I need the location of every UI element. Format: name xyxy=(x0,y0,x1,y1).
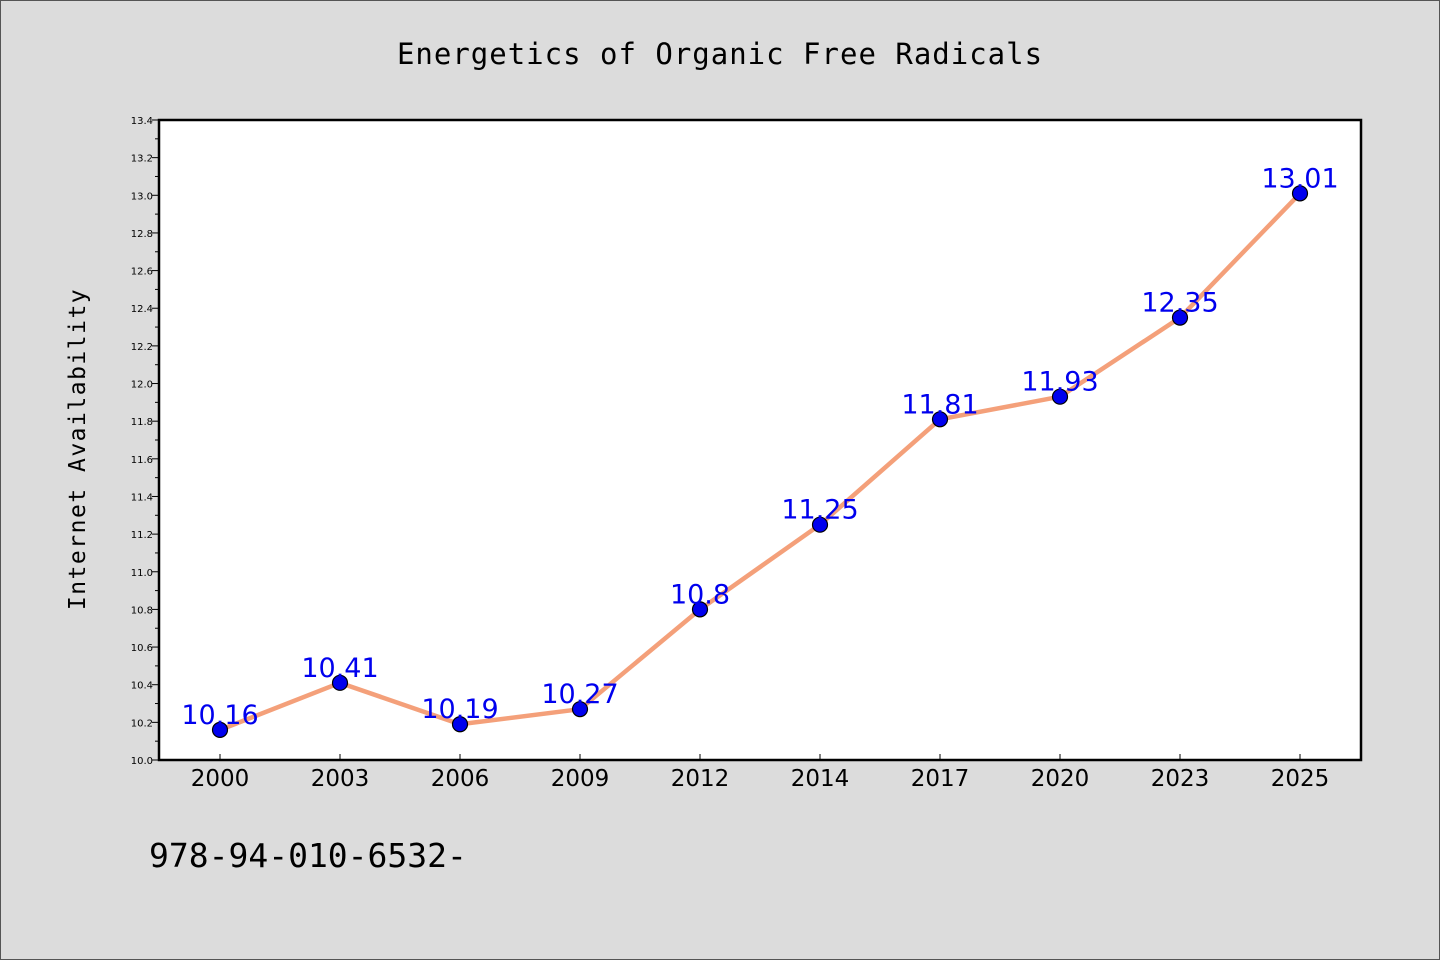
y-tick-label: 13.4 xyxy=(131,116,153,127)
y-tick-label: 10.6 xyxy=(131,643,153,654)
data-point xyxy=(451,716,469,733)
x-tick-label: 2009 xyxy=(551,766,610,792)
x-tick-label: 2006 xyxy=(431,766,490,792)
y-tick-label: 10.8 xyxy=(131,605,153,616)
y-tick-label: 10.4 xyxy=(131,681,153,692)
y-tick-label: 13.0 xyxy=(131,191,153,202)
x-tick-label: 2014 xyxy=(791,766,850,792)
data-point xyxy=(1291,185,1309,202)
y-tick-label: 12.4 xyxy=(131,304,153,315)
y-tick-label: 11.4 xyxy=(131,492,153,503)
y-tick-label: 12.8 xyxy=(131,229,153,240)
data-label: 10.16 xyxy=(181,700,258,731)
series-markers xyxy=(211,185,1309,738)
y-tick-label: 12.0 xyxy=(131,380,153,391)
y-tick-label: 12.6 xyxy=(131,267,153,278)
data-label: 10.19 xyxy=(421,694,498,725)
y-tick-label: 11.8 xyxy=(131,417,153,428)
data-label: 10.27 xyxy=(541,679,618,710)
data-label: 11.93 xyxy=(1021,367,1098,398)
data-point xyxy=(1171,309,1189,326)
x-tick-label: 2012 xyxy=(671,766,730,792)
y-tick-label: 11.0 xyxy=(131,568,153,579)
x-tick-label: 2000 xyxy=(191,766,250,792)
x-tick-label: 2025 xyxy=(1271,766,1330,792)
y-axis: 10.0 10.2 10.4 10.6 10.8 11.0 11.2 11.4 11.6 11.8… xyxy=(131,116,159,767)
data-label: 11.25 xyxy=(781,495,858,526)
data-label: 10.8 xyxy=(670,579,730,610)
y-tick-label: 12.2 xyxy=(131,342,153,353)
data-label: 10.41 xyxy=(301,653,378,684)
y-tick-label: 10.0 xyxy=(131,756,153,767)
data-label: 12.35 xyxy=(1141,288,1218,319)
series-line xyxy=(217,191,1303,733)
data-point xyxy=(811,516,829,533)
y-tick-label: 10.2 xyxy=(131,718,153,729)
y-tick-label: 13.2 xyxy=(131,154,153,165)
data-point xyxy=(571,701,589,718)
y-tick-label: 11.2 xyxy=(131,530,153,541)
data-point xyxy=(331,674,349,691)
data-point xyxy=(211,721,229,738)
x-tick-label: 2017 xyxy=(911,766,970,792)
y-axis-title: Internet Availability xyxy=(65,288,91,610)
y-tick-label: 11.6 xyxy=(131,455,153,466)
data-label: 13.01 xyxy=(1261,163,1338,194)
plot-area xyxy=(157,118,1363,762)
data-point xyxy=(691,601,709,618)
chart-title: Energetics of Organic Free Radicals xyxy=(397,37,1043,71)
x-tick-label: 2003 xyxy=(311,766,370,792)
x-tick-label: 2020 xyxy=(1031,766,1090,792)
x-tick-label: 2023 xyxy=(1151,766,1210,792)
data-labels: 10.16 10.41 10.19 10.27 10.8 11.25 11.81 11.93 1… xyxy=(181,163,1338,730)
data-point xyxy=(1051,388,1069,405)
series-line-group xyxy=(217,191,1303,733)
x-axis: 2000 2003 2006 2009 2012 2014 2017 2020 2023 2025 xyxy=(191,754,1330,792)
data-label: 11.81 xyxy=(901,389,978,420)
footer-code: 978-94-010-6532- xyxy=(149,836,467,875)
data-point xyxy=(931,411,949,428)
